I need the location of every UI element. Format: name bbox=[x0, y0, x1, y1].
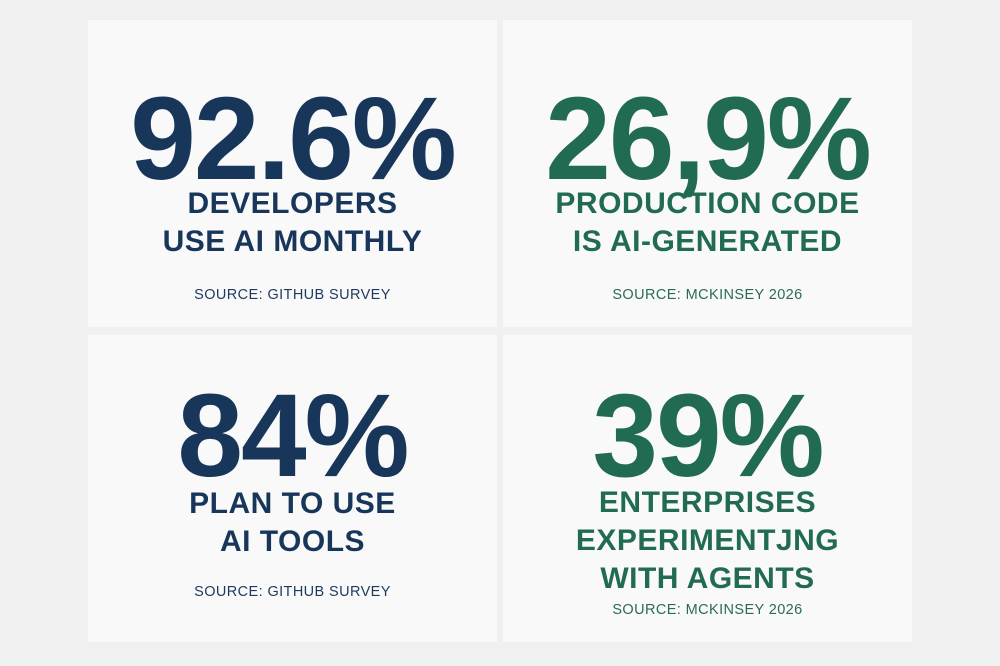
stat-label: DEVELOPERS USE AI MONTHLY bbox=[162, 187, 423, 258]
stat-card-enterprises-agents: 39% ENTERPRISES EXPERIMENTJNG WITH AGENT… bbox=[503, 335, 912, 642]
stat-label: PRODUCTION CODE IS AI-GENERATED bbox=[555, 187, 860, 258]
stat-value: 39% bbox=[592, 370, 824, 502]
stat-card-developers-ai-monthly: 92.6% DEVELOPERS USE AI MONTHLY SOURCE: … bbox=[88, 20, 497, 327]
stat-card-plan-to-use-ai: 84% PLAN TO USE AI TOOLS SOURCE: GITHUB … bbox=[88, 335, 497, 642]
stat-source: SOURCE: GITHUB SURVEY bbox=[194, 287, 391, 303]
stat-value: 26,9% bbox=[545, 73, 872, 205]
stat-label: PLAN TO USE AI TOOLS bbox=[189, 487, 396, 558]
stat-card-production-code-ai: 26,9% PRODUCTION CODE IS AI-GENERATED SO… bbox=[503, 20, 912, 327]
stat-value: 92.6% bbox=[130, 73, 457, 205]
stat-source: SOURCE: MCKINSEY 2026 bbox=[612, 287, 803, 303]
stat-value: 84% bbox=[177, 370, 409, 502]
stat-source: SOURCE: MCKINSEY 2026 bbox=[612, 602, 803, 618]
stat-source: SOURCE: GITHUB SURVEY bbox=[194, 584, 391, 600]
stat-label: ENTERPRISES EXPERIMENTJNG WITH AGENTS bbox=[575, 486, 840, 595]
stats-grid: 92.6% DEVELOPERS USE AI MONTHLY SOURCE: … bbox=[88, 20, 912, 646]
